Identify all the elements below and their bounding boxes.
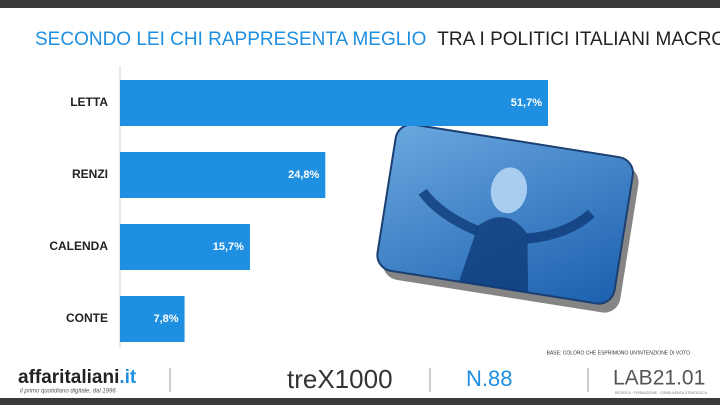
bar [120, 224, 250, 270]
brand-name: affaritaliani [18, 367, 119, 388]
issue-number: N.88 [466, 366, 512, 391]
bar [120, 296, 185, 342]
title-rest: TRA I POLITICI ITALIANI MACRON? [437, 29, 720, 50]
base-note: BASE: COLORO CHE ESPRIMONO UN'INTENZIONE… [547, 350, 690, 356]
logo: treX1000 [287, 364, 393, 394]
value-label: 15,7% [213, 241, 244, 253]
bottom-band [0, 398, 720, 405]
value-label: 24,8% [288, 169, 319, 181]
value-label: 7,8% [153, 313, 178, 325]
photo [376, 123, 639, 313]
value-label: 51,7% [511, 97, 542, 109]
brand-tagline: il primo quotidiano digitale, dal 1996 [20, 389, 116, 395]
category-label: CONTE [66, 311, 108, 325]
lab-logo: LAB21.01 [613, 367, 705, 390]
category-label: LETTA [70, 95, 108, 109]
lab-tagline: RICERCA · FORMAZIONE · CONSULENZA STRATE… [615, 391, 708, 395]
silhouette-head [490, 167, 528, 214]
brand-suffix: .it [119, 367, 137, 388]
chart-title: SECONDO LEI CHI RAPPRESENTA MEGLIO TRA I… [35, 29, 720, 50]
brand: affaritaliani.it [18, 367, 137, 388]
title-highlight: SECONDO LEI CHI RAPPRESENTA MEGLIO [35, 29, 426, 50]
silhouette-arms [418, 188, 595, 244]
top-band [0, 0, 720, 8]
bar [120, 152, 326, 198]
silhouette-body [459, 217, 529, 293]
category-label: RENZI [72, 167, 108, 181]
category-label: CALENDA [49, 239, 108, 253]
bar [120, 80, 548, 126]
